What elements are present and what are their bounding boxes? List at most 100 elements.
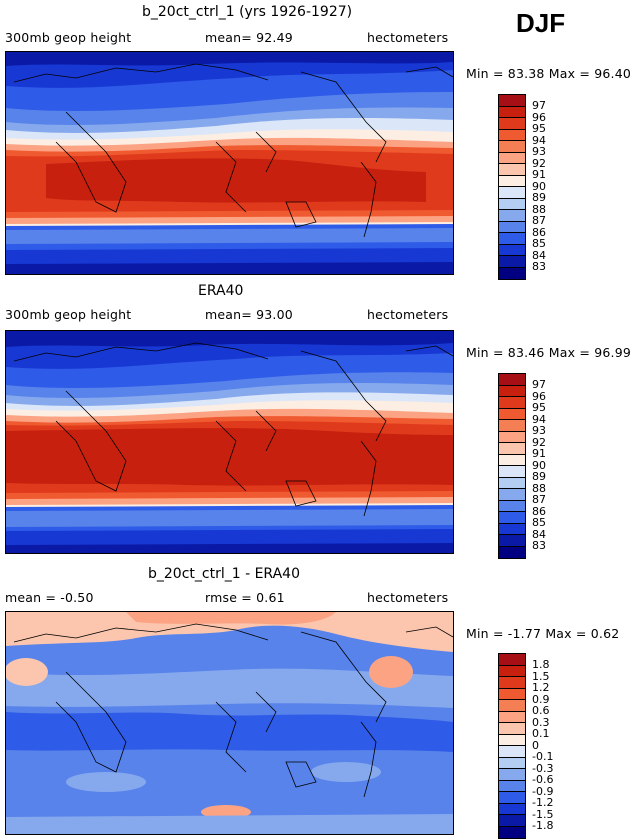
colorbar-tick-label: 95 bbox=[532, 401, 546, 414]
colorbar-swatch bbox=[499, 221, 525, 233]
colorbar-tick-label: 1.5 bbox=[532, 669, 550, 683]
colorbar-tick-label: 85 bbox=[532, 237, 546, 250]
colorbar-swatch bbox=[499, 677, 525, 689]
panel-2-units-label: hectometers bbox=[367, 307, 449, 322]
season-label: DJF bbox=[516, 8, 566, 38]
colorbar-swatch bbox=[499, 397, 525, 409]
colorbar-tick-label: 89 bbox=[532, 191, 546, 204]
panel-2-title: ERA40 bbox=[198, 283, 244, 299]
colorbar-tick-label: -0.1 bbox=[532, 750, 554, 763]
colorbar-tick-label: 91 bbox=[532, 447, 546, 460]
colorbar-swatch bbox=[499, 95, 525, 107]
colorbar-tick-label: 84 bbox=[532, 527, 546, 541]
colorbar-swatch bbox=[499, 118, 525, 130]
colorbar-tick-label: 1.2 bbox=[532, 681, 550, 694]
colorbar-swatch bbox=[499, 654, 525, 666]
colorbar-swatch bbox=[499, 454, 525, 466]
colorbar-tick-label: 86 bbox=[532, 225, 546, 239]
colorbar-tick-label: 88 bbox=[532, 481, 546, 495]
panel-1-map bbox=[5, 51, 454, 275]
colorbar-tick-label: 83 bbox=[532, 539, 546, 552]
colorbar-tick-label: 96 bbox=[532, 110, 546, 124]
colorbar-swatch bbox=[499, 688, 525, 700]
panel-2-map bbox=[5, 330, 454, 554]
colorbar-tick-label: 96 bbox=[532, 389, 546, 403]
colorbar-swatch bbox=[499, 792, 525, 804]
colorbar-tick-label: -0.6 bbox=[532, 773, 554, 786]
panel-3-map bbox=[5, 611, 454, 835]
panel-1-mean-label: mean= 92.49 bbox=[205, 30, 293, 45]
colorbar-tick-label: 0.1 bbox=[532, 727, 550, 740]
colorbar-tick-label: 90 bbox=[532, 179, 546, 193]
colorbar-tick-label: -0.9 bbox=[532, 784, 554, 798]
colorbar-tick-label: -1.2 bbox=[532, 796, 554, 809]
colorbar-swatch bbox=[499, 374, 525, 386]
colorbar-tick-label: -0.3 bbox=[532, 761, 554, 775]
colorbar-tick-label: 87 bbox=[532, 493, 546, 506]
colorbar-swatch bbox=[499, 700, 525, 712]
colorbar-tick-label: 94 bbox=[532, 412, 546, 426]
colorbar-tick-label: -1.8 bbox=[532, 819, 554, 832]
colorbar-swatch bbox=[499, 164, 525, 176]
panel-1-minmax: Min = 83.38 Max = 96.40 bbox=[466, 66, 632, 81]
colorbar-tick-label: 92 bbox=[532, 156, 546, 170]
colorbar-tick-label: 87 bbox=[532, 214, 546, 227]
panel-3-rmse-label: rmse = 0.61 bbox=[205, 590, 285, 605]
colorbar-swatch bbox=[499, 129, 525, 141]
colorbar-tick-label: 83 bbox=[532, 260, 546, 273]
colorbar-swatch bbox=[499, 757, 525, 769]
colorbar-swatch bbox=[499, 500, 525, 512]
colorbar-swatch bbox=[499, 431, 525, 443]
colorbar-tick-label: 92 bbox=[532, 435, 546, 449]
colorbar-swatch bbox=[499, 408, 525, 420]
colorbar-swatch bbox=[499, 746, 525, 758]
colorbar-tick-label: 1.8 bbox=[532, 658, 550, 671]
panel-1-colorbar bbox=[498, 94, 526, 280]
colorbar-tick-label: 95 bbox=[532, 122, 546, 135]
colorbar-swatch bbox=[499, 443, 525, 455]
colorbar-tick-label: 97 bbox=[532, 378, 546, 391]
colorbar-swatch bbox=[499, 723, 525, 735]
panel-2-minmax: Min = 83.46 Max = 96.99 bbox=[466, 345, 632, 360]
colorbar-swatch bbox=[499, 512, 525, 524]
colorbar-swatch bbox=[499, 780, 525, 792]
colorbar-swatch bbox=[499, 477, 525, 489]
colorbar-tick-label: 84 bbox=[532, 248, 546, 262]
colorbar-tick-label: 89 bbox=[532, 470, 546, 483]
colorbar-tick-label: 93 bbox=[532, 424, 546, 437]
panel-1-title: b_20ct_ctrl_1 (yrs 1926-1927) bbox=[142, 4, 353, 20]
panel-3-mean-label: mean = -0.50 bbox=[5, 590, 94, 605]
colorbar-swatch bbox=[499, 711, 525, 723]
colorbar-tick-label: 86 bbox=[532, 504, 546, 518]
colorbar-tick-label: 85 bbox=[532, 516, 546, 529]
colorbar-swatch bbox=[499, 210, 525, 222]
colorbar-swatch bbox=[499, 769, 525, 781]
colorbar-swatch bbox=[499, 523, 525, 535]
panel-1-variable-label: 300mb geop height bbox=[5, 30, 132, 45]
colorbar-tick-label: 94 bbox=[532, 133, 546, 147]
colorbar-tick-label: 88 bbox=[532, 202, 546, 216]
panel-3-minmax: Min = -1.77 Max = 0.62 bbox=[466, 626, 620, 641]
panel-3-units-label: hectometers bbox=[367, 590, 449, 605]
colorbar-swatch bbox=[499, 734, 525, 746]
colorbar-tick-label: 0.6 bbox=[532, 704, 550, 717]
colorbar-swatch bbox=[499, 141, 525, 153]
colorbar-swatch bbox=[499, 106, 525, 118]
colorbar-swatch bbox=[499, 803, 525, 815]
colorbar-swatch bbox=[499, 267, 525, 279]
colorbar-tick-label: -1.5 bbox=[532, 807, 554, 821]
panel-3-title: b_20ct_ctrl_1 - ERA40 bbox=[148, 566, 300, 582]
colorbar-tick-label: 93 bbox=[532, 145, 546, 158]
colorbar-swatch bbox=[499, 489, 525, 501]
colorbar-swatch bbox=[499, 152, 525, 164]
colorbar-swatch bbox=[499, 535, 525, 547]
colorbar-swatch bbox=[499, 466, 525, 478]
colorbar-swatch bbox=[499, 256, 525, 268]
panel-2-variable-label: 300mb geop height bbox=[5, 307, 132, 322]
colorbar-swatch bbox=[499, 187, 525, 199]
colorbar-tick-label: 0 bbox=[532, 738, 539, 752]
colorbar-tick-label: 0.9 bbox=[532, 692, 550, 706]
colorbar-tick-label: 97 bbox=[532, 99, 546, 112]
colorbar-swatch bbox=[499, 826, 525, 838]
colorbar-swatch bbox=[499, 815, 525, 827]
